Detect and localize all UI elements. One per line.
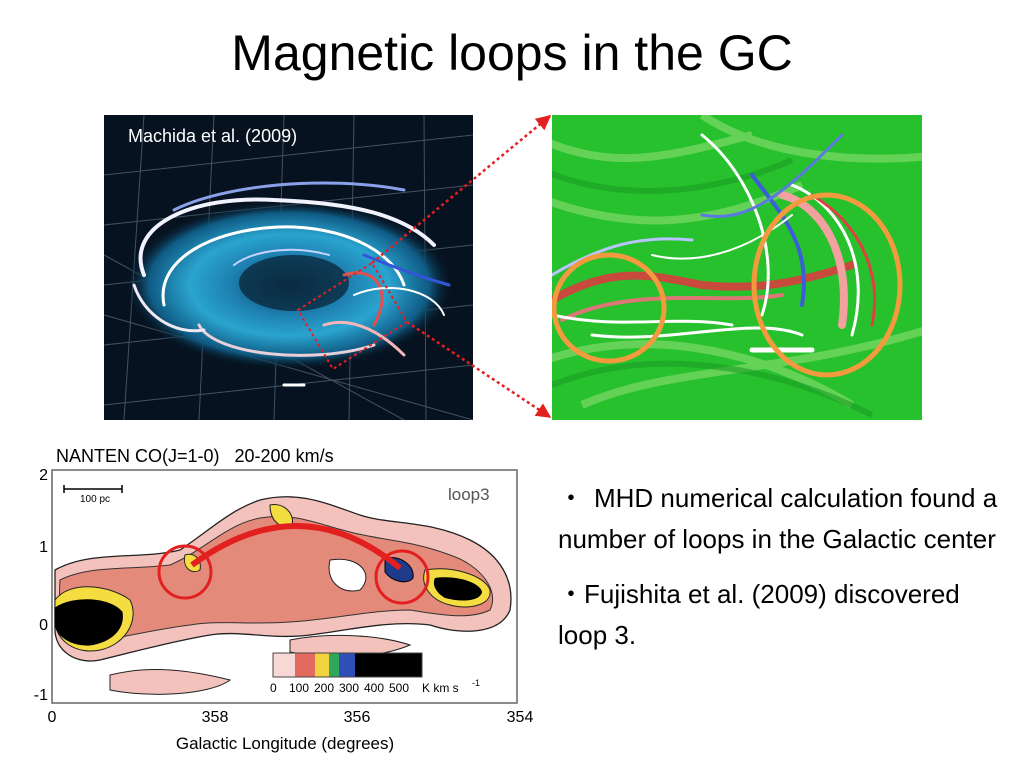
co-map-label: NANTEN CO(J=1-0) 20-200 km/s [56,446,334,466]
zoomed-loop-image [552,115,922,420]
x-tick: 354 [507,709,534,726]
loop3-arc [190,523,402,571]
colorbar-tick: 400 [364,681,384,695]
simulation-caption: Machida et al. (2009) [128,126,298,146]
bullet-item: ・Fujishita et al. (2009) discovered loop… [558,574,998,656]
co-map: 100 pc loop3 0 100 200 300 400 500 K km … [34,467,534,753]
colorbar-tick: 200 [314,681,334,695]
x-tick: 356 [344,709,371,726]
simulation-graphic [104,115,473,420]
x-axis-label: Galactic Longitude (degrees) [176,734,394,753]
y-tick: 0 [39,617,48,634]
colorbar-tick: 500 [389,681,409,695]
x-tick: 0 [48,709,57,726]
x-tick: 358 [202,709,229,726]
colorbar-unit: K km s [422,681,459,695]
slide-title: Magnetic loops in the GC [231,25,793,81]
y-tick: -1 [34,687,48,704]
colorbar-tick: 0 [270,681,277,695]
bullet-item: ・ MHD numerical calculation found a numbe… [558,478,998,560]
loop3-right-footpoint [374,549,430,605]
loop3-label: loop3 [448,485,490,504]
colorbar-tick: 300 [339,681,359,695]
y-tick: 1 [39,539,48,556]
zoomed-graphic [552,115,922,418]
colorbar-tick: 100 [289,681,309,695]
loop3-left-footpoint [157,544,213,600]
right-highlight-circle [751,192,903,378]
bullet-mark: ・ [558,483,585,513]
left-highlight-circle [552,252,667,364]
colorbar-unit-exponent: -1 [472,678,480,688]
colorbar: 0 100 200 300 400 500 K km s -1 [270,652,480,695]
bullet-mark: ・ [558,579,585,609]
scale-bar-label: 100 pc [80,494,110,505]
co-emission [54,496,512,695]
bullet-text: Fujishita et al. (2009) discovered loop … [558,579,960,650]
y-tick: 2 [39,467,48,484]
bullet-list: ・ MHD numerical calculation found a numbe… [558,478,998,670]
bullet-text: MHD numerical calculation found a number… [558,483,998,554]
simulation-image [104,115,473,420]
